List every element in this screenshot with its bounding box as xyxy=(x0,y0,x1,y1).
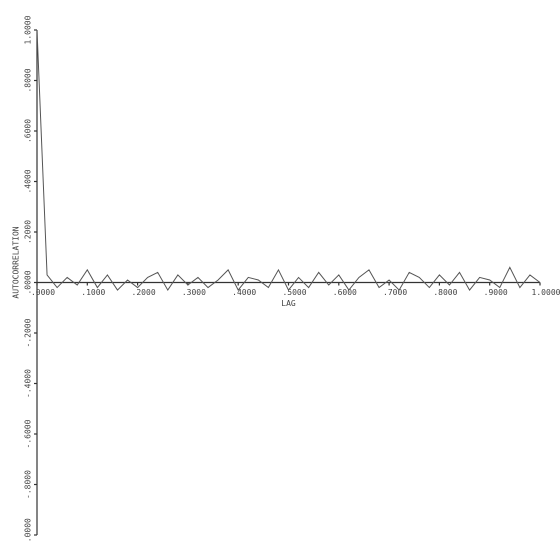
autocorrelation-line xyxy=(36,29,541,292)
x-axis-label: LAG xyxy=(281,299,296,308)
x-tick-label: .5000 xyxy=(282,288,306,297)
x-tick-label: 1.0000 xyxy=(532,288,560,297)
x-tick-label: .7000 xyxy=(383,288,407,297)
y-tick-label: .2000 xyxy=(24,220,33,244)
x-tick-label: .4000 xyxy=(232,288,256,297)
x-tick-label: .3000 xyxy=(182,288,206,297)
x-tick-label: .6000 xyxy=(333,288,357,297)
y-tick-label: -.2000 xyxy=(24,318,33,347)
y-tick-label: .8000 xyxy=(24,68,33,92)
x-tick-label: .2000 xyxy=(132,288,156,297)
y-tick-label: -.4000 xyxy=(24,369,33,398)
x-tick-label: .1000 xyxy=(81,288,105,297)
y-tick-label: -.6000 xyxy=(24,419,33,448)
x-tick-label: .9000 xyxy=(484,288,508,297)
x-tick-label: .0000 xyxy=(31,288,55,297)
y-tick-label: .6000 xyxy=(24,119,33,143)
y-tick-label: -.8000 xyxy=(24,470,33,499)
y-tick-label: .4000 xyxy=(24,169,33,193)
x-tick-label: .8000 xyxy=(433,288,457,297)
y-tick-label: -1.0000 xyxy=(24,518,33,542)
y-tick-label: 1.0000 xyxy=(24,15,33,44)
y-axis-label: AUTOCORRELATION xyxy=(12,226,21,298)
y-tick-label: .0000 xyxy=(24,270,33,294)
